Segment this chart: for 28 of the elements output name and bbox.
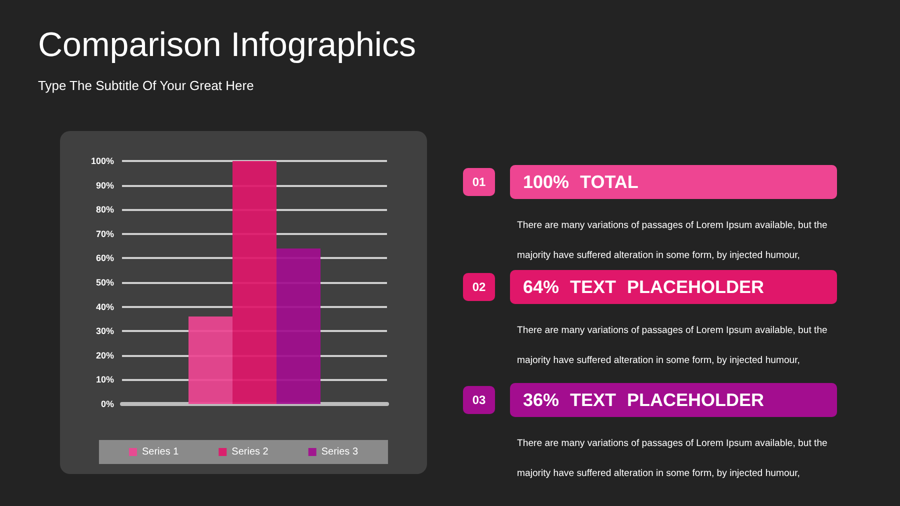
y-tick-label: 90%: [96, 180, 114, 190]
y-tick-label: 30%: [96, 326, 114, 336]
text: 64% TEXT PLACEHOLDER: [510, 270, 837, 304]
y-tick-label: 0%: [100, 399, 114, 409]
y-tick-label: 20%: [96, 350, 114, 360]
y-tick-label: 60%: [96, 253, 114, 264]
text: 36% TEXT PLACEHOLDER: [510, 383, 837, 417]
text: There are many variations of passages of Lorem Ipsum available, but the majority have suffered alteration in some form, by injected humour,: [517, 438, 828, 479]
chart-subtitle: Type The Subtitle Of Your Great Here: [38, 78, 254, 93]
text: 100% TOTAL: [510, 165, 837, 199]
chart-title: Comparison Infographics: [38, 26, 416, 65]
text: 01: [463, 168, 495, 196]
y-tick-label: 40%: [96, 302, 114, 312]
text: 02: [463, 273, 495, 301]
bar: [232, 161, 276, 404]
legend-label: Series 1: [142, 446, 180, 458]
y-tick-label: 70%: [96, 228, 114, 239]
text: There are many variations of passages of Lorem Ipsum available, but the majority have suffered alteration in some form, by injected humour,: [517, 220, 828, 261]
y-tick-label: 80%: [96, 204, 114, 215]
y-tick-label: 50%: [96, 278, 114, 288]
text: 03: [463, 386, 495, 414]
y-tick-label: 100%: [90, 156, 114, 166]
text: There are many variations of passages of Lorem Ipsum available, but the majority have suffered alteration in some form, by injected humour,: [517, 325, 828, 366]
legend-label: Series 3: [321, 446, 358, 458]
y-tick-label: 10%: [96, 374, 114, 385]
legend-label: Series 2: [232, 446, 269, 458]
bar: [276, 248, 320, 404]
bar: [188, 316, 232, 404]
